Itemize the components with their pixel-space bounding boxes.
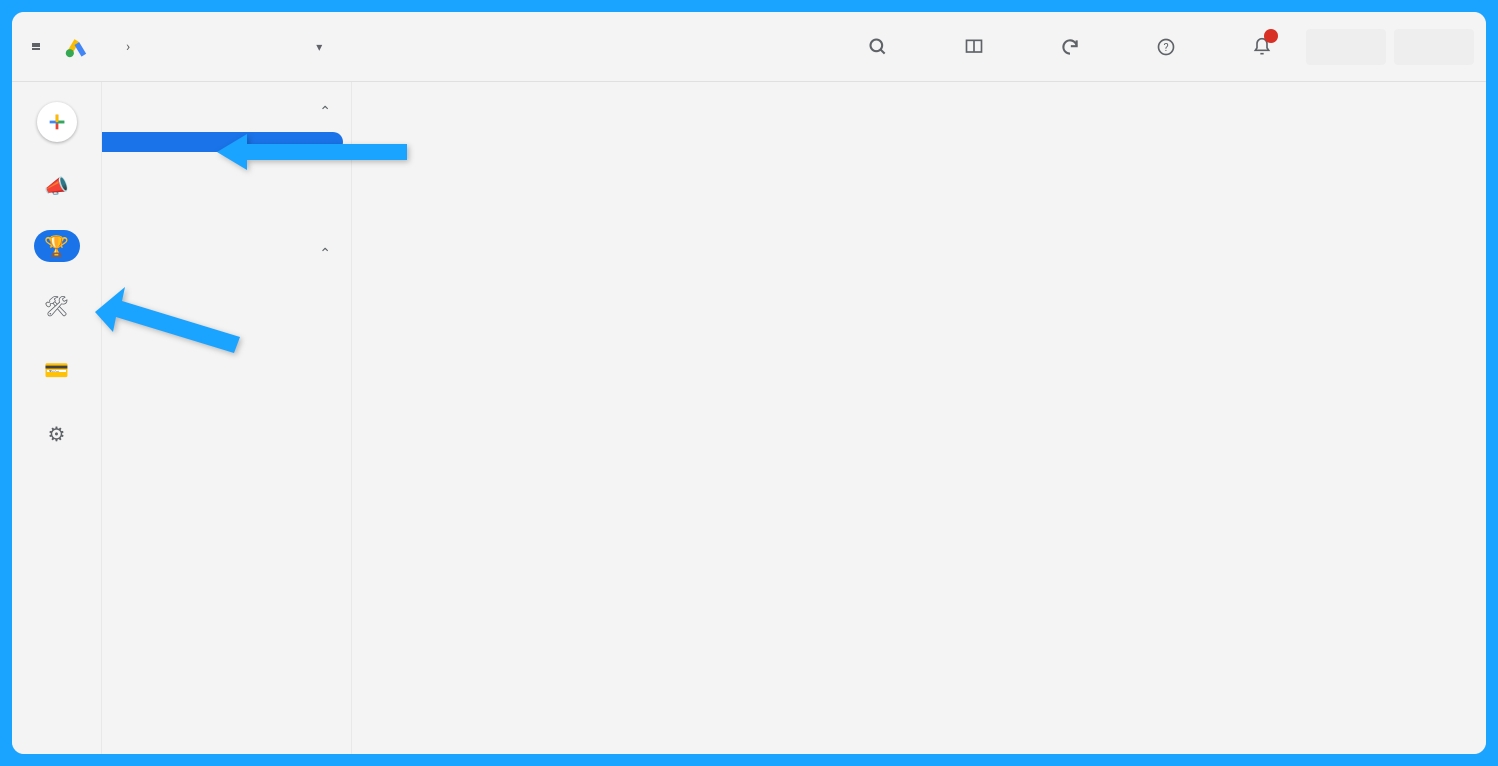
app-window: › ▾ <box>12 12 1486 754</box>
svg-text:?: ? <box>1163 41 1168 54</box>
main-content <box>352 82 1486 754</box>
help-button[interactable]: ? <box>1130 33 1202 61</box>
google-ads-logo-icon <box>64 31 92 63</box>
product-logo[interactable] <box>64 31 100 63</box>
rail-goals[interactable]: 🏆 <box>34 230 80 266</box>
notification-badge <box>1264 29 1278 43</box>
menu-icon[interactable] <box>24 35 48 59</box>
appearance-icon <box>964 33 984 61</box>
rail-tools[interactable]: 🛠 <box>37 286 77 330</box>
side-group-measurement[interactable] <box>102 232 351 274</box>
header-actions: ? <box>842 33 1298 61</box>
rail-admin[interactable]: ⚙ <box>37 414 77 458</box>
tools-icon: 🛠 <box>37 286 77 326</box>
chevron-right-icon: › <box>126 39 130 55</box>
refresh-icon <box>1060 33 1080 61</box>
side-value-rules[interactable] <box>102 152 351 172</box>
rail-campaigns[interactable]: 📣 <box>37 166 77 210</box>
search-icon <box>868 33 888 61</box>
side-settings[interactable] <box>102 192 351 212</box>
side-summary[interactable] <box>102 132 343 152</box>
account-chip-1[interactable] <box>1306 29 1386 65</box>
side-attribution[interactable] <box>102 274 351 294</box>
trophy-icon: 🏆 <box>34 230 80 262</box>
side-custom-vars[interactable] <box>102 172 351 192</box>
breadcrumb[interactable]: › <box>120 39 136 55</box>
chevron-up-icon <box>319 102 331 120</box>
chevron-up-icon <box>319 244 331 262</box>
plus-icon <box>37 102 77 142</box>
notifications-button[interactable] <box>1226 33 1298 61</box>
rail-create[interactable] <box>37 102 77 146</box>
gear-icon: ⚙ <box>37 414 77 454</box>
side-uploads[interactable] <box>102 212 351 232</box>
search-button[interactable] <box>842 33 914 61</box>
account-chip-2[interactable] <box>1394 29 1474 65</box>
megaphone-icon: 📣 <box>37 166 77 206</box>
account-dropdown-icon[interactable]: ▾ <box>316 40 322 54</box>
card-icon: 💳 <box>37 350 77 390</box>
rail-billing[interactable]: 💳 <box>37 350 77 394</box>
help-icon: ? <box>1156 33 1176 61</box>
side-group-conversions[interactable] <box>102 90 351 132</box>
refresh-button[interactable] <box>1034 33 1106 61</box>
top-header: › ▾ <box>12 12 1486 82</box>
left-rail: 📣 🏆 🛠 💳 ⚙ <box>12 82 102 754</box>
appearance-button[interactable] <box>938 33 1010 61</box>
side-panel <box>102 82 352 754</box>
